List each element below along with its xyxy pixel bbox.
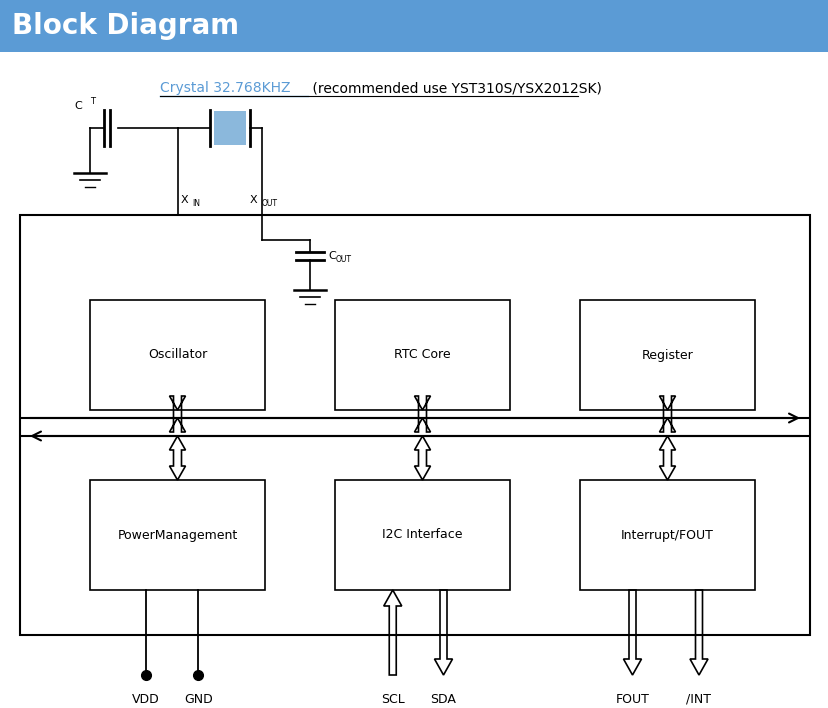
Bar	[90, 480, 265, 590]
Text: SCL: SCL	[380, 693, 404, 706]
Text: FOUT: FOUT	[615, 693, 648, 706]
Bar	[0, 0, 828, 52]
Text: Block Diagram: Block Diagram	[12, 12, 238, 40]
Text: /INT: /INT	[686, 693, 710, 706]
Text: X: X	[249, 195, 257, 205]
Text: X: X	[181, 195, 189, 205]
Bar	[335, 480, 509, 590]
Bar	[335, 300, 509, 410]
Text: IN: IN	[192, 198, 200, 207]
Bar	[90, 300, 265, 410]
Bar	[580, 480, 754, 590]
Text: PowerManagement: PowerManagement	[118, 528, 238, 542]
Text: C: C	[328, 251, 335, 261]
Bar	[20, 215, 809, 635]
Text: Oscillator: Oscillator	[147, 348, 207, 362]
Text: Interrupt/FOUT: Interrupt/FOUT	[620, 528, 713, 542]
Bar	[214, 111, 246, 145]
Text: RTC Core: RTC Core	[393, 348, 450, 362]
Text: OUT: OUT	[262, 198, 277, 207]
Bar	[580, 300, 754, 410]
Text: C: C	[75, 101, 82, 111]
Text: Crystal 32.768KHZ: Crystal 32.768KHZ	[160, 81, 290, 95]
Text: T: T	[90, 98, 95, 106]
Text: OUT: OUT	[335, 254, 352, 263]
Text: GND: GND	[184, 693, 213, 706]
Text: Register: Register	[641, 348, 692, 362]
Text: SDA: SDA	[430, 693, 456, 706]
Text: I2C Interface: I2C Interface	[382, 528, 462, 542]
Text: (recommended use YST310S/YSX2012SK): (recommended use YST310S/YSX2012SK)	[308, 81, 601, 95]
Text: VDD: VDD	[132, 693, 160, 706]
